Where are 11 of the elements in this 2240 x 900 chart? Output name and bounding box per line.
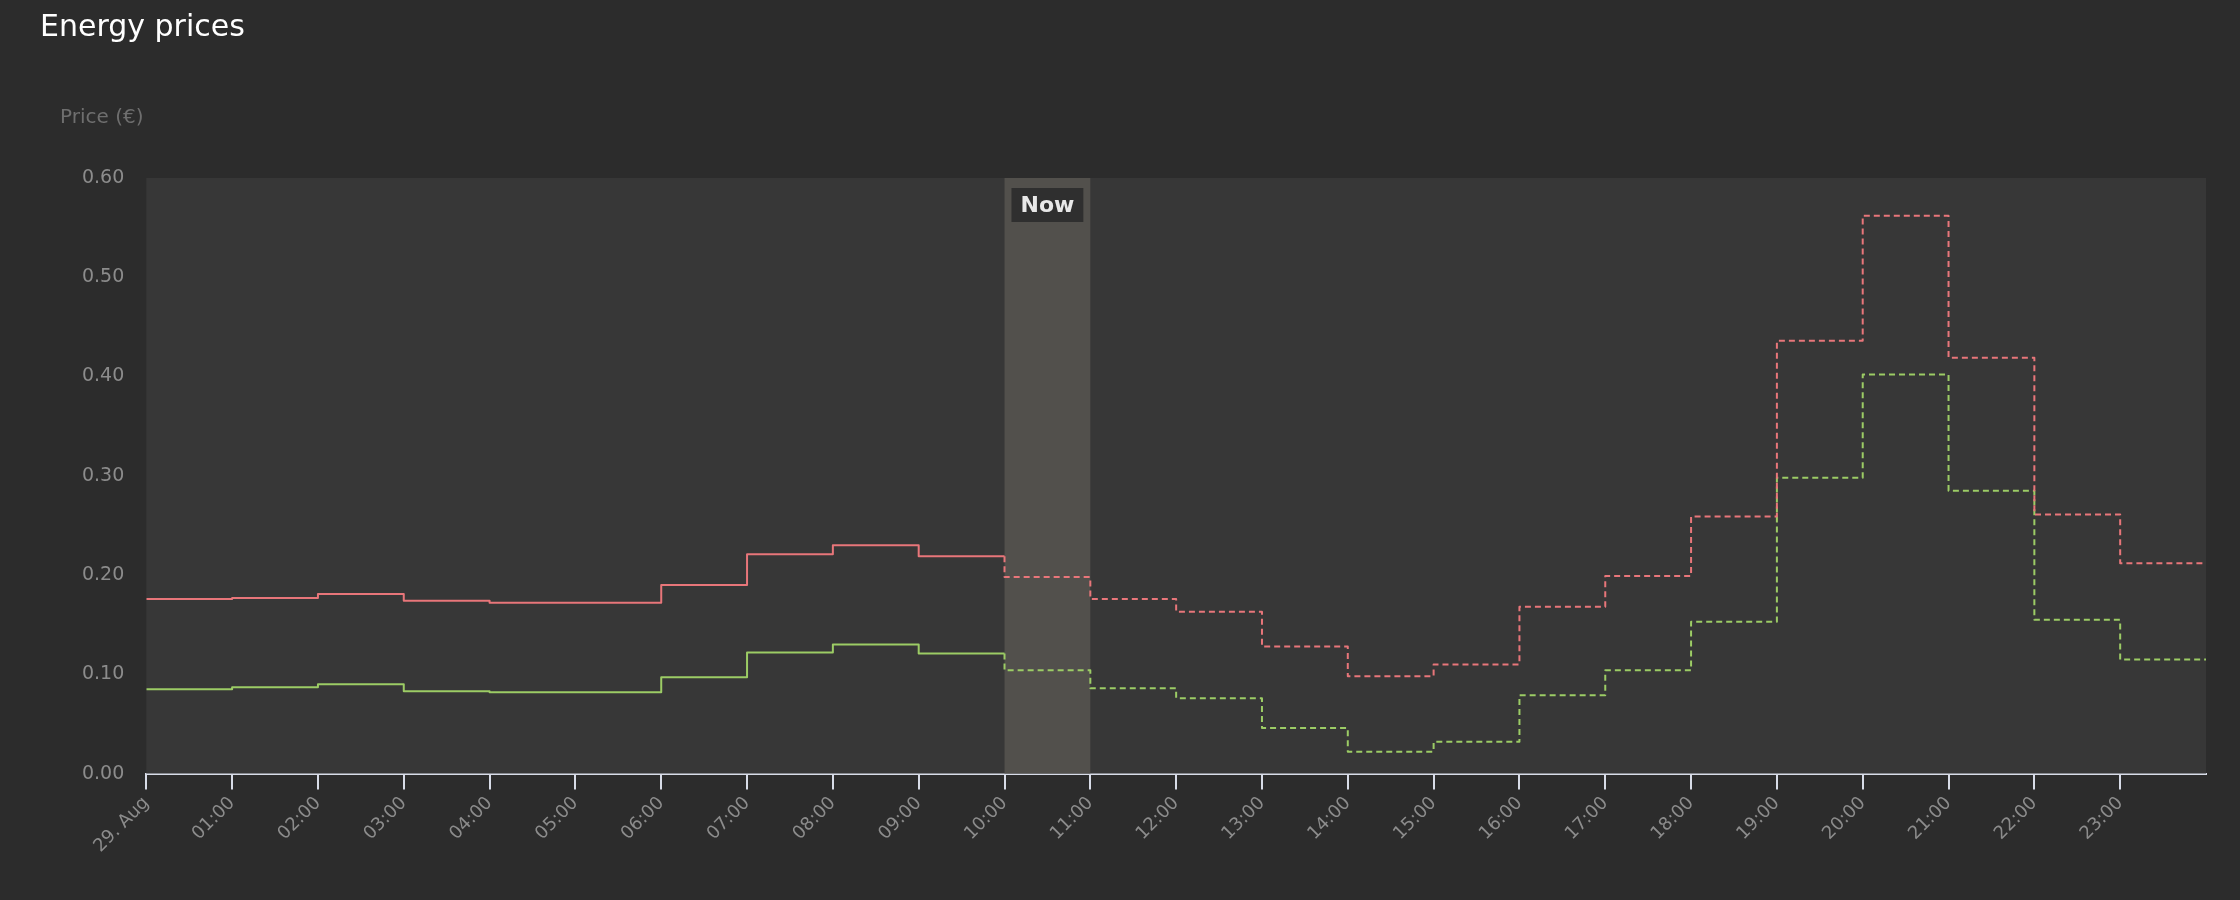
chart-title: Energy prices (40, 8, 245, 43)
y-tick-label: 0.60 (81, 164, 125, 187)
band-label: Now (1020, 191, 1075, 217)
x-tick-label: 29. Aug (88, 791, 153, 856)
y-tick-label: 0.10 (81, 661, 125, 684)
y-tick-label: 0.20 (81, 561, 125, 584)
y-tick-label: 0.40 (81, 363, 125, 386)
y-tick-label: 0.30 (81, 462, 125, 485)
y-tick-label: 0.00 (81, 760, 125, 783)
y-tick-label: 0.50 (81, 264, 125, 287)
y-axis-title: Price (€) (60, 104, 144, 128)
